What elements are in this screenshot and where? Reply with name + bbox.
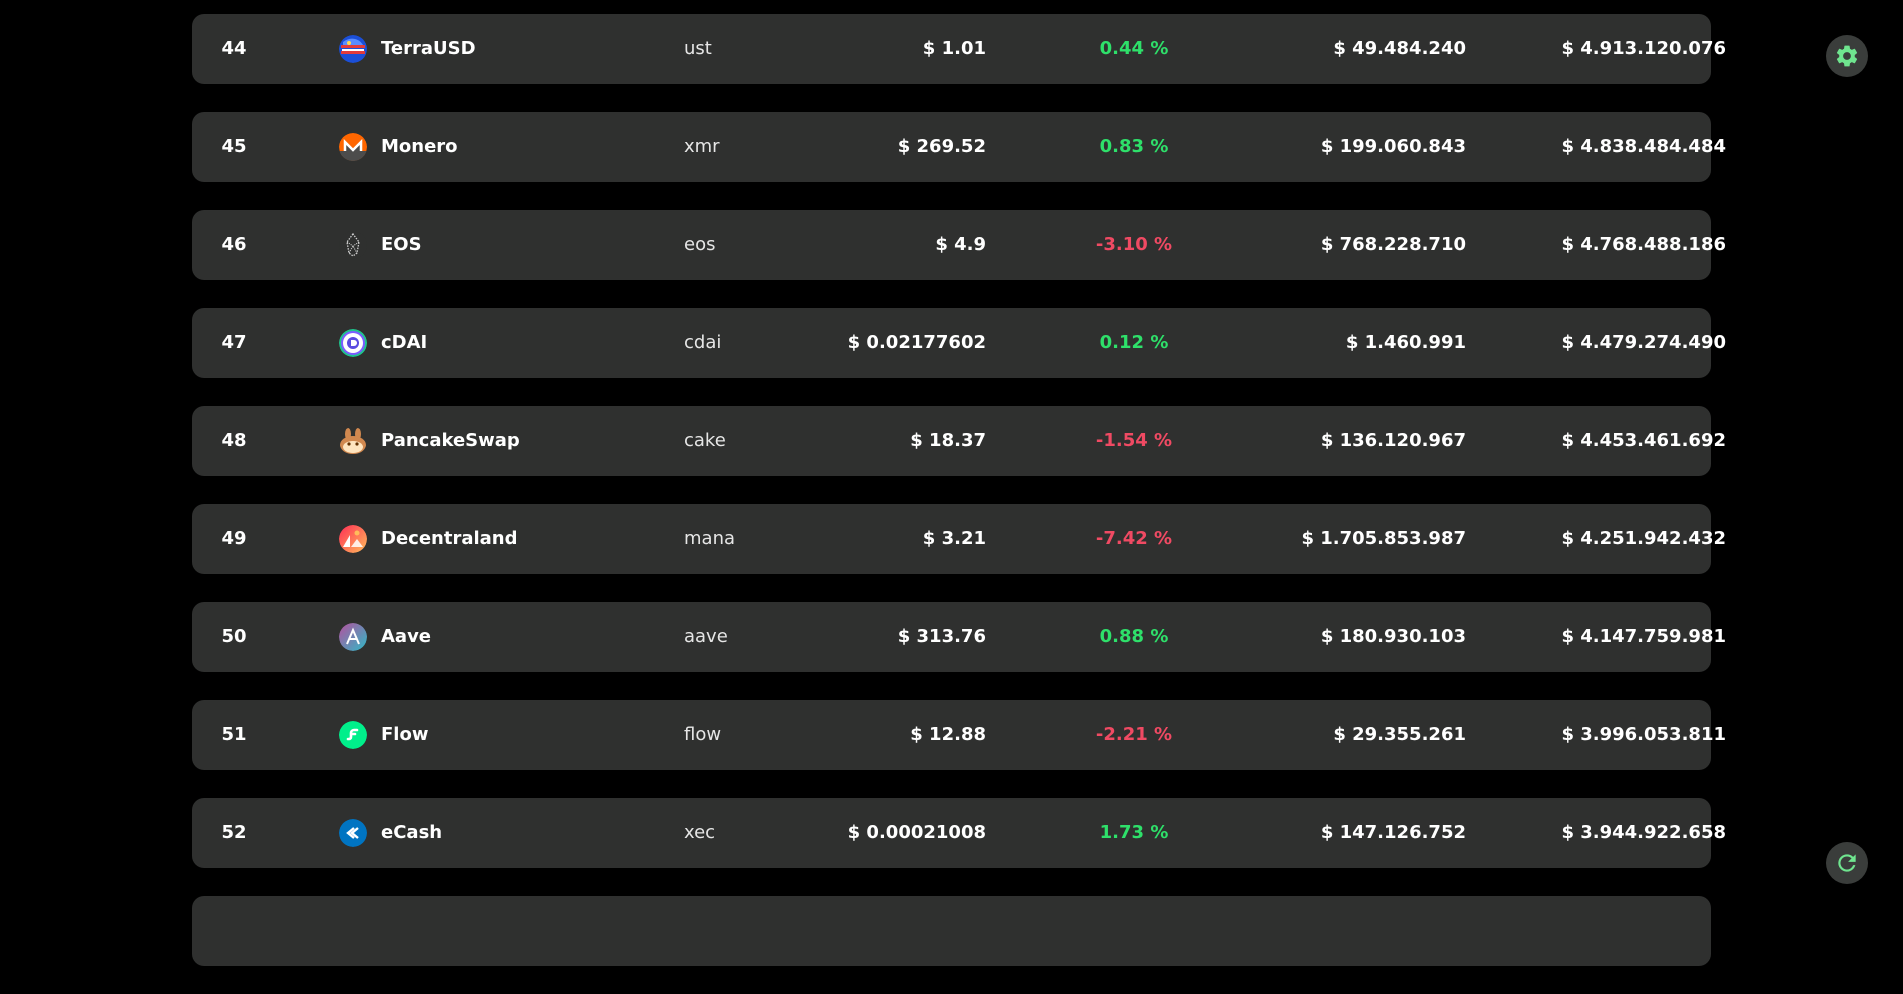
gear-icon: [1834, 43, 1860, 69]
coin-rank: 51: [221, 724, 247, 745]
coin-volume: $ 147.126.752: [1320, 822, 1466, 843]
aave-logo-icon: [339, 623, 367, 651]
coin-market-cap: $ 3.996.053.811: [1561, 724, 1726, 745]
coin-price-change: -3.10 %: [1095, 234, 1173, 255]
coin-row[interactable]: 44 TerraUSD ust $ 1.01 0.44 % $ 49.484.240 $ 4…: [192, 14, 1726, 84]
coin-price: $ 1.01: [922, 38, 986, 59]
coin-row[interactable]: 47 cDAI cdai $ 0.02177602 0.12 % $ 1.460.991 $…: [192, 308, 1726, 378]
coin-rank: 45: [221, 136, 247, 157]
coin-name: Flow: [381, 724, 429, 745]
coin-market-cap: $ 4.768.488.186: [1561, 234, 1726, 255]
coin-row[interactable]: 48 PancakeSwap cake $ 18.37 -1.54 % $ 136.120…: [192, 406, 1726, 476]
coin-volume: $ 29.355.261: [1333, 724, 1466, 745]
eos-logo-icon: [339, 231, 367, 259]
coin-price: $ 12.88: [910, 724, 986, 745]
coin-volume: $ 180.930.103: [1320, 626, 1466, 647]
coin-symbol: xec: [684, 822, 716, 843]
coin-price-change: 1.73 %: [1099, 822, 1169, 843]
coin-market-cap: $ 4.479.274.490: [1561, 332, 1726, 353]
coin-symbol: eos: [684, 234, 716, 255]
coin-price-change: 0.83 %: [1099, 136, 1169, 157]
coin-name: Decentraland: [381, 528, 518, 549]
coin-symbol: flow: [684, 724, 722, 745]
coin-symbol: mana: [684, 528, 736, 549]
coin-row[interactable]: 46 EOS eos $ 4.9 -3.10 % $ 768.228.710 $ 4.768…: [192, 210, 1726, 280]
coin-volume: $ 768.228.710: [1320, 234, 1466, 255]
terrausd-logo-icon: [339, 35, 367, 63]
coin-row-partial[interactable]: [192, 896, 1711, 966]
coin-rank: 49: [221, 528, 247, 549]
coin-row[interactable]: 45 Monero xmr $ 269.52 0.83 % $ 199.060.843 $ …: [192, 112, 1726, 182]
coin-price: $ 3.21: [922, 528, 986, 549]
flow-logo-icon: [339, 721, 367, 749]
coin-price: $ 18.37: [910, 430, 986, 451]
coin-rank: 52: [221, 822, 247, 843]
coin-rank: 44: [221, 38, 247, 59]
ecash-logo-icon: [339, 819, 367, 847]
coin-rank: 50: [221, 626, 247, 647]
coin-price: $ 269.52: [897, 136, 986, 157]
coin-market-cap: $ 4.251.942.432: [1561, 528, 1726, 549]
coin-name: TerraUSD: [381, 38, 476, 59]
settings-button[interactable]: [1826, 35, 1868, 77]
refresh-button[interactable]: [1826, 842, 1868, 884]
coin-symbol: xmr: [684, 136, 720, 157]
decentraland-logo-icon: [339, 525, 367, 553]
coin-list: 44 TerraUSD ust $ 1.01 0.44 % $ 49.484.240 $ 4…: [192, 14, 1726, 994]
coin-symbol: cake: [684, 430, 726, 451]
coin-name: Monero: [381, 136, 458, 157]
coin-name: EOS: [381, 234, 422, 255]
coin-name: cDAI: [381, 332, 428, 353]
coin-market-cap: $ 4.838.484.484: [1561, 136, 1726, 157]
coin-market-cap: $ 4.147.759.981: [1561, 626, 1726, 647]
coin-rank: 46: [221, 234, 247, 255]
refresh-icon: [1834, 850, 1860, 876]
coin-row[interactable]: 52 eCash xec $ 0.00021008 1.73 % $ 147.126.75…: [192, 798, 1726, 868]
monero-logo-icon: [339, 133, 367, 161]
coin-name: eCash: [381, 822, 443, 843]
coin-market-cap: $ 4.453.461.692: [1561, 430, 1726, 451]
coin-price-change: -7.42 %: [1095, 528, 1173, 549]
coin-name: Aave: [381, 626, 432, 647]
coin-volume: $ 1.705.853.987: [1301, 528, 1466, 549]
coin-row[interactable]: 51 Flow flow $ 12.88 -2.21 % $ 29.355.261 $ 3.…: [192, 700, 1726, 770]
coin-row[interactable]: 49 Decentraland mana $ 3.21 -7.42 % $ 1.705.8…: [192, 504, 1726, 574]
coin-price-change: 0.12 %: [1099, 332, 1169, 353]
coin-price: $ 4.9: [935, 234, 986, 255]
coin-price-change: 0.88 %: [1099, 626, 1169, 647]
pancakeswap-logo-icon: [339, 427, 367, 455]
coin-volume: $ 136.120.967: [1320, 430, 1466, 451]
coin-symbol: aave: [684, 626, 728, 647]
coin-symbol: ust: [684, 38, 712, 59]
coin-symbol: cdai: [684, 332, 722, 353]
coin-volume: $ 49.484.240: [1333, 38, 1466, 59]
coin-market-cap: $ 3.944.922.658: [1561, 822, 1726, 843]
coin-market-cap: $ 4.913.120.076: [1561, 38, 1726, 59]
coin-price-change: -2.21 %: [1095, 724, 1173, 745]
coin-rank: 47: [221, 332, 247, 353]
coin-price: $ 0.00021008: [847, 822, 986, 843]
coin-price: $ 313.76: [897, 626, 986, 647]
coin-volume: $ 199.060.843: [1320, 136, 1466, 157]
coin-rank: 48: [221, 430, 247, 451]
coin-row[interactable]: 50 Aave aave $ 313.76 0.88 % $ 180.930.103 $ 4…: [192, 602, 1726, 672]
cdai-logo-icon: [339, 329, 367, 357]
coin-price-change: 0.44 %: [1099, 38, 1169, 59]
coin-name: PancakeSwap: [381, 430, 520, 451]
coin-price: $ 0.02177602: [847, 332, 986, 353]
coin-volume: $ 1.460.991: [1345, 332, 1466, 353]
coin-price-change: -1.54 %: [1095, 430, 1173, 451]
